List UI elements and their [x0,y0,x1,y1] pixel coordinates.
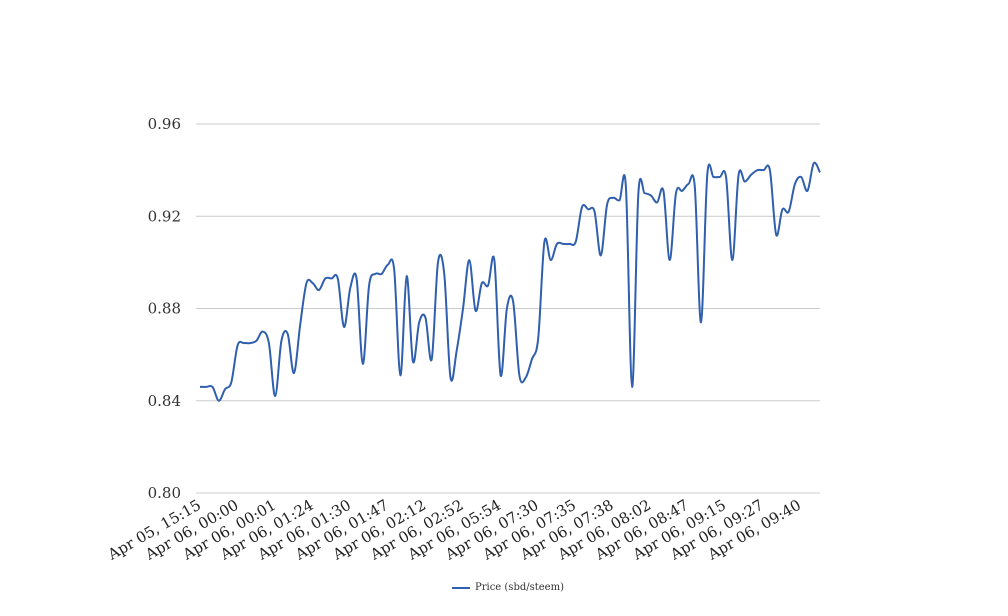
legend-label-price: Price (sbd/steem) [475,582,564,593]
legend: Price (sbd/steem) [452,582,564,593]
y-tick-label: 0.84 [148,392,181,410]
y-axis-ticks: 0.80 0.84 0.88 0.92 0.96 [148,115,181,502]
legend-swatch [452,586,470,589]
y-tick-label: 0.88 [148,300,181,318]
y-tick-label: 0.80 [148,484,181,502]
y-tick-label: 0.96 [148,115,181,133]
y-tick-label: 0.92 [148,207,181,225]
grid-lines [196,123,820,494]
price-series-line [200,161,821,402]
